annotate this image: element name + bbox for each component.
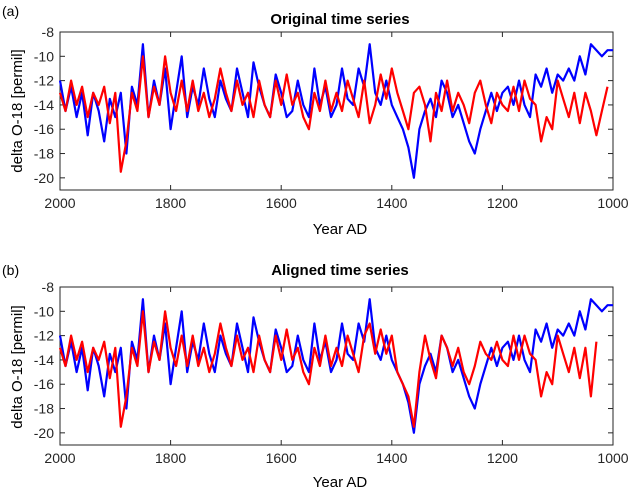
plot-area-b: 2000 1800 1600 1400 1200 1000 -8 -10 -12 -14 -16 -1… [34, 279, 629, 466]
y-tick-label: -10 [34, 303, 54, 319]
y-tick-label: -14 [34, 352, 54, 368]
x-tick-label: 1600 [266, 450, 297, 466]
y-tick-label: -18 [34, 401, 54, 417]
x-tick-label: 2000 [44, 195, 75, 211]
y-tick-label: -10 [34, 48, 54, 64]
plot-area-a: 2000 1800 1600 1400 1200 1000 -8 -10 -12 -14 -16 -1… [34, 24, 629, 211]
red-series-line [58, 310, 598, 428]
y-tick-label: -14 [34, 97, 54, 113]
x-tick-label: 1000 [597, 450, 628, 466]
y-tick-label: -12 [34, 73, 54, 89]
y-tick-label: -8 [42, 24, 55, 40]
y-axis-label-b: delta O-18 [permil] [9, 305, 26, 428]
x-tick-label: 1400 [376, 450, 407, 466]
x-tick-label: 1600 [266, 195, 297, 211]
y-tick-label: -12 [34, 328, 54, 344]
panel-label-b: (b) [2, 262, 19, 278]
x-tick-label: 1800 [155, 195, 186, 211]
plot-frame-b [59, 286, 614, 446]
x-axis-label-b: Year AD [313, 474, 368, 491]
x-tick-label: 1200 [487, 195, 518, 211]
x-tick-label: 1000 [597, 195, 628, 211]
x-tick-label: 1400 [376, 195, 407, 211]
y-tick-label: -16 [34, 121, 54, 137]
panel-title-b: Aligned time series [271, 262, 409, 279]
y-tick-label: -20 [34, 170, 54, 186]
y-tick-label: -8 [42, 279, 55, 295]
red-series-line [58, 55, 609, 173]
y-axis-label-a: delta O-18 [permil] [9, 49, 26, 172]
panel-a: (a) Original time series delta O-18 [per… [2, 3, 629, 238]
panel-label-a: (a) [2, 3, 19, 19]
y-tick-label: -18 [34, 146, 54, 162]
y-tick-label: -20 [34, 425, 54, 441]
panel-b: (b) Aligned time series delta O-18 [perm… [2, 262, 629, 491]
x-axis-label-a: Year AD [313, 221, 368, 238]
x-tick-label: 1200 [487, 450, 518, 466]
plot-frame-a [59, 31, 614, 191]
x-tick-label: 1800 [155, 450, 186, 466]
y-tick-label: -16 [34, 376, 54, 392]
x-tick-label: 2000 [44, 450, 75, 466]
panel-title-a: Original time series [270, 11, 409, 28]
